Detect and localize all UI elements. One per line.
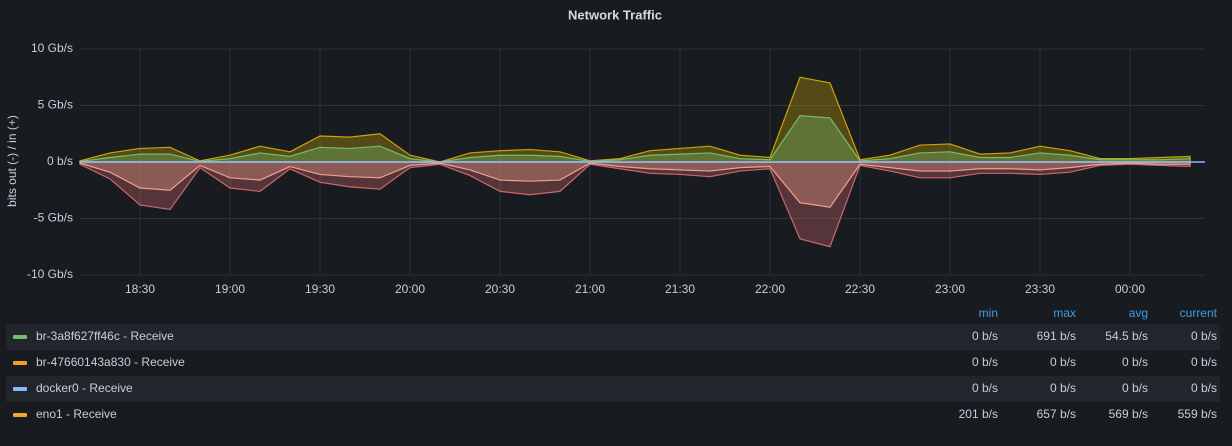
y-tick-label: 10 Gb/s [31,41,73,55]
y-tick-label: 0 b/s [47,154,73,168]
y-axis-label: bits out (-) / in (+) [5,115,19,207]
legend-cell: 0 b/s [1050,355,1076,369]
x-tick-label: 19:00 [215,282,245,296]
legend-cell: 657 b/s [1037,407,1076,421]
legend-cell: 0 b/s [1122,355,1148,369]
legend-name[interactable]: eno1 - Receive [36,407,117,421]
legend-cell: 0 b/s [1050,381,1076,395]
legend-cell: 54.5 b/s [1105,329,1148,343]
area [79,76,1191,163]
legend-header: max [1053,306,1076,320]
x-tick-label: 21:00 [575,282,605,296]
legend-header: avg [1129,306,1148,320]
x-tick-label: 00:00 [1115,282,1145,296]
x-tick-label: 20:00 [395,282,425,296]
legend-swatch [13,361,27,365]
legend-swatch [13,387,27,391]
legend-swatch [13,335,27,339]
x-tick-label: 23:30 [1025,282,1055,296]
area [79,161,1191,248]
legend-header: current [1180,306,1218,320]
legend-name[interactable]: br-47660143a830 - Receive [36,355,185,369]
legend-name[interactable]: docker0 - Receive [36,381,133,395]
y-tick-label: -5 Gb/s [34,211,73,225]
legend-cell: 0 b/s [1191,381,1217,395]
legend-cell: 691 b/s [1037,329,1076,343]
legend-cell: 0 b/s [1191,355,1217,369]
chart-title: Network Traffic [568,7,662,22]
x-tick-label: 22:30 [845,282,875,296]
x-tick-label: 22:00 [755,282,785,296]
x-tick-label: 19:30 [305,282,335,296]
legend-cell: 569 b/s [1109,407,1148,421]
area [79,115,1191,163]
legend-swatch [13,413,27,417]
legend-cell: 0 b/s [1122,381,1148,395]
legend-header: min [979,306,998,320]
legend-cell: 0 b/s [972,381,998,395]
x-tick-label: 23:00 [935,282,965,296]
legend-cell: 559 b/s [1178,407,1217,421]
x-tick-label: 21:30 [665,282,695,296]
legend-cell: 0 b/s [1191,329,1217,343]
y-tick-label: 5 Gb/s [38,98,73,112]
y-tick-label: -10 Gb/s [27,267,73,281]
legend-cell: 201 b/s [959,407,998,421]
legend-name[interactable]: br-3a8f627ff46c - Receive [36,329,174,343]
legend-row-bg [6,376,1220,402]
area [79,161,1191,208]
x-tick-label: 20:30 [485,282,515,296]
legend-cell: 0 b/s [972,329,998,343]
legend-cell: 0 b/s [972,355,998,369]
legend-row-bg [6,324,1220,350]
x-tick-label: 18:30 [125,282,155,296]
